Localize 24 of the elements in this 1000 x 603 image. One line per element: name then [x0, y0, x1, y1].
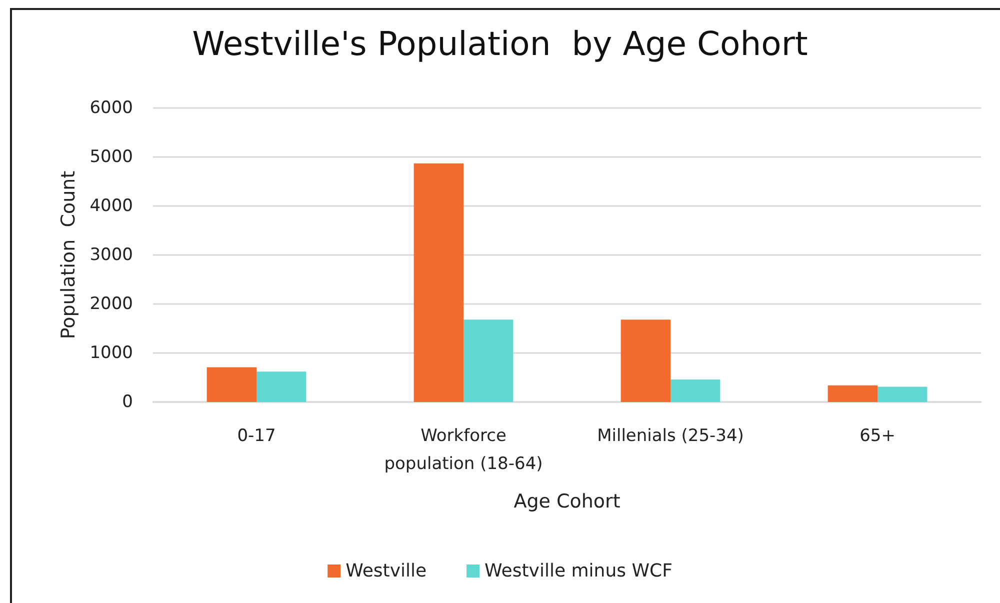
- x-tick-label: Millenials (25-34): [597, 426, 744, 446]
- x-tick-label: 65+: [860, 426, 896, 446]
- y-axis-title: Population Count: [58, 170, 80, 340]
- legend-label: Westville: [346, 560, 427, 582]
- x-axis-title: Age Cohort: [514, 490, 620, 512]
- x-tick-label: Workforce population (18-64): [384, 426, 543, 474]
- bar: [828, 385, 878, 402]
- bar: [620, 320, 670, 402]
- chart-title: Westville's Population by Age Cohort: [192, 24, 808, 63]
- y-tick-label: 5000: [90, 147, 133, 167]
- legend-label: Westville minus WCF: [484, 560, 672, 582]
- bar: [878, 386, 928, 402]
- bar: [414, 163, 464, 402]
- y-tick-label: 1000: [90, 343, 133, 363]
- y-tick-label: 0: [122, 392, 133, 412]
- y-tick-label: 2000: [90, 294, 133, 314]
- x-tick-label: 0-17: [237, 426, 276, 446]
- y-tick-label: 3000: [90, 245, 133, 265]
- y-tick-label: 4000: [90, 196, 133, 216]
- bar: [256, 372, 306, 402]
- bar: [670, 379, 720, 402]
- bar: [464, 320, 514, 402]
- bar: [206, 367, 256, 402]
- y-tick-label: 6000: [90, 98, 133, 118]
